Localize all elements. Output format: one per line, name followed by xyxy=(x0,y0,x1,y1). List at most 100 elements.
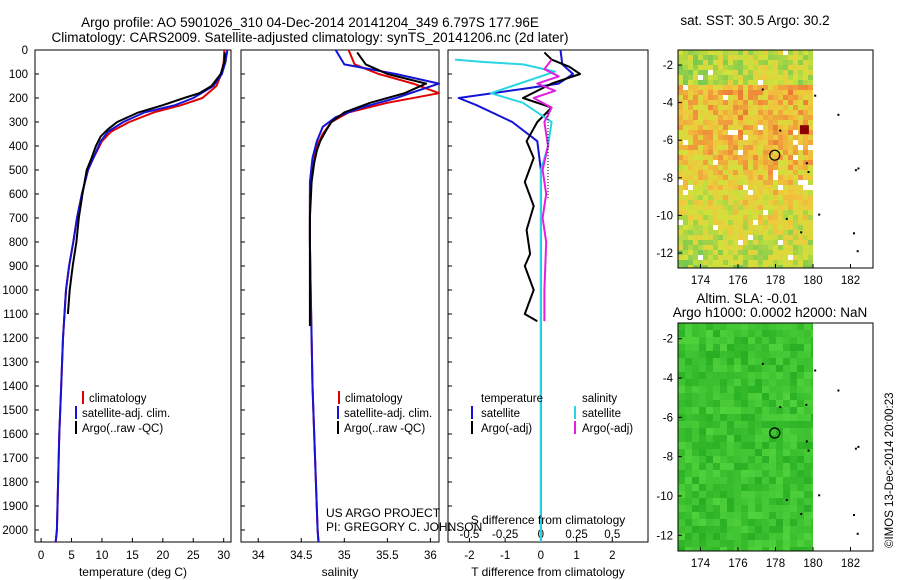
series-line xyxy=(54,49,226,543)
salinity-plot-frame xyxy=(240,49,440,543)
legend-argo-raw: Argo(..raw -QC) xyxy=(82,423,163,435)
island-dot xyxy=(818,494,821,497)
map-lon-label: 176 xyxy=(728,275,747,287)
island-dot xyxy=(785,498,788,501)
legend-title-salinity: salinity xyxy=(582,393,617,405)
salinity-x-tick-label: 35.5 xyxy=(376,550,398,562)
series-line xyxy=(522,51,582,323)
difference-x-tick-label: 2 xyxy=(609,550,615,562)
map-lat-label: -4 xyxy=(663,98,674,110)
depth-tick-label: 1800 xyxy=(2,477,28,489)
island-dot xyxy=(785,217,788,220)
sst-map-title: sat. SST: 30.5 Argo: 30.2 xyxy=(680,13,829,28)
temperature-xlabel: temperature (deg C) xyxy=(79,565,187,579)
sst-map-ticks: 174 176 178 180 182 -2 -4 -6 -8 -10 -12 xyxy=(656,60,860,287)
depth-tick-label: 1300 xyxy=(2,357,28,369)
temperature-x-tick-label: 25 xyxy=(187,550,200,562)
project-label: US ARGO PROJECT xyxy=(326,506,441,520)
s-difference-tick-label: 0.25 xyxy=(565,529,587,541)
series-line xyxy=(532,59,560,322)
depth-tick-label: 800 xyxy=(9,237,28,249)
island-dot xyxy=(837,389,840,392)
temperature-x-tick-label: 5 xyxy=(68,550,74,562)
depth-tick-label: 100 xyxy=(9,69,28,81)
temperature-x-tick-label: 15 xyxy=(126,550,139,562)
map-lon-label: 182 xyxy=(841,275,860,287)
pi-label: PI: GREGORY C. JOHNSON xyxy=(326,520,482,534)
legend-title-temperature: temperature xyxy=(481,393,543,405)
depth-tick-label: 700 xyxy=(9,213,28,225)
map-lat-label: -12 xyxy=(656,530,673,542)
map-lon-label: 178 xyxy=(766,558,785,570)
salinity-x-tick-label: 34.5 xyxy=(290,550,312,562)
legend-satellite-temperature: satellite xyxy=(481,408,520,420)
salinity-x-tick-label: 34 xyxy=(252,550,265,562)
sst-hotspot xyxy=(799,125,809,135)
temperature-axis-ticks: 0 5 10 15 20 25 30 xyxy=(38,538,230,562)
series-line xyxy=(54,49,229,543)
island-dot xyxy=(807,171,810,173)
salinity-series-lines xyxy=(308,49,440,543)
map-lat-label: -12 xyxy=(656,248,673,260)
depth-tick-label: 1200 xyxy=(2,333,28,345)
island-dot xyxy=(856,532,859,535)
depth-tick-label: 300 xyxy=(9,117,28,129)
legend-climatology: climatology xyxy=(89,393,147,405)
map-lat-label: -2 xyxy=(663,334,673,346)
island-dot xyxy=(761,362,764,365)
figure-title-line2: Climatology: CARS2009. Satellite-adjuste… xyxy=(51,30,568,45)
temperature-plot-frame xyxy=(34,49,232,543)
island-dot xyxy=(818,213,821,216)
map-lat-label: -8 xyxy=(663,173,673,185)
temperature-series-lines xyxy=(54,49,229,543)
island-dot xyxy=(761,88,764,91)
series-line xyxy=(66,52,226,315)
legend-argo-raw: Argo(..raw -QC) xyxy=(344,423,425,435)
island-dot xyxy=(779,406,782,409)
depth-tick-label: 500 xyxy=(9,165,28,177)
legend-argo-adj-salinity: Argo(-adj) xyxy=(582,423,633,435)
legend-climatology: climatology xyxy=(345,393,403,405)
map-lat-label: -6 xyxy=(663,135,673,147)
legend-satellite-adj: satellite-adj. clim. xyxy=(82,408,170,420)
depth-tick-label: 1400 xyxy=(2,381,28,393)
depth-axis-ticks: 0 100 200 300 400 500 600 700 800 900 1000 1100 1200… xyxy=(2,45,452,537)
island-dot xyxy=(857,445,860,448)
map-lat-label: -10 xyxy=(656,491,673,503)
salinity-x-tick-label: 36 xyxy=(424,550,437,562)
sla-map-ticks: 174 176 178 180 182 -2 -4 -6 -8 -10 -12 xyxy=(656,334,860,570)
map-lat-label: -6 xyxy=(663,412,673,424)
series-line xyxy=(308,51,428,326)
map-lon-label: 180 xyxy=(803,558,822,570)
difference-plot-frame xyxy=(447,49,649,543)
map-lon-label: 180 xyxy=(803,275,822,287)
temperature-legend: climatology satellite-adj. clim. Argo(..… xyxy=(75,391,170,435)
depth-tick-label: 1600 xyxy=(2,429,28,441)
island-dot xyxy=(856,250,859,253)
island-dot xyxy=(837,113,840,116)
salinity-legend: climatology satellite-adj. clim. Argo(..… xyxy=(337,391,432,435)
island-dot xyxy=(779,129,782,132)
map-lat-label: -8 xyxy=(663,452,673,464)
series-line xyxy=(308,49,440,543)
difference-legend: temperature salinity satellite Argo(-adj… xyxy=(471,393,633,435)
depth-tick-label: 1500 xyxy=(2,405,28,417)
argo-float-marker xyxy=(769,149,781,161)
s-difference-xlabel: S difference from climatology xyxy=(471,513,626,527)
depth-tick-label: 1700 xyxy=(2,453,28,465)
depth-tick-label: 200 xyxy=(9,93,28,105)
legend-satellite-salinity: satellite xyxy=(582,408,621,420)
island-dot xyxy=(805,162,808,165)
depth-tick-label: 1100 xyxy=(3,309,28,321)
s-difference-tick-label: 0.5 xyxy=(604,529,620,541)
depth-tick-label: 400 xyxy=(9,141,28,153)
island-dot xyxy=(853,232,855,235)
island-dot xyxy=(857,167,860,170)
difference-x-tick-label: -1 xyxy=(500,550,510,562)
legend-argo-adj-temperature: Argo(-adj) xyxy=(481,423,532,435)
s-difference-tick-label: -0.5 xyxy=(460,529,480,541)
map-lon-label: 178 xyxy=(766,275,785,287)
salinity-axis-ticks: 34 34.5 35 35.5 36 xyxy=(252,538,437,562)
map-lon-label: 182 xyxy=(841,558,860,570)
island-dot xyxy=(814,94,817,97)
